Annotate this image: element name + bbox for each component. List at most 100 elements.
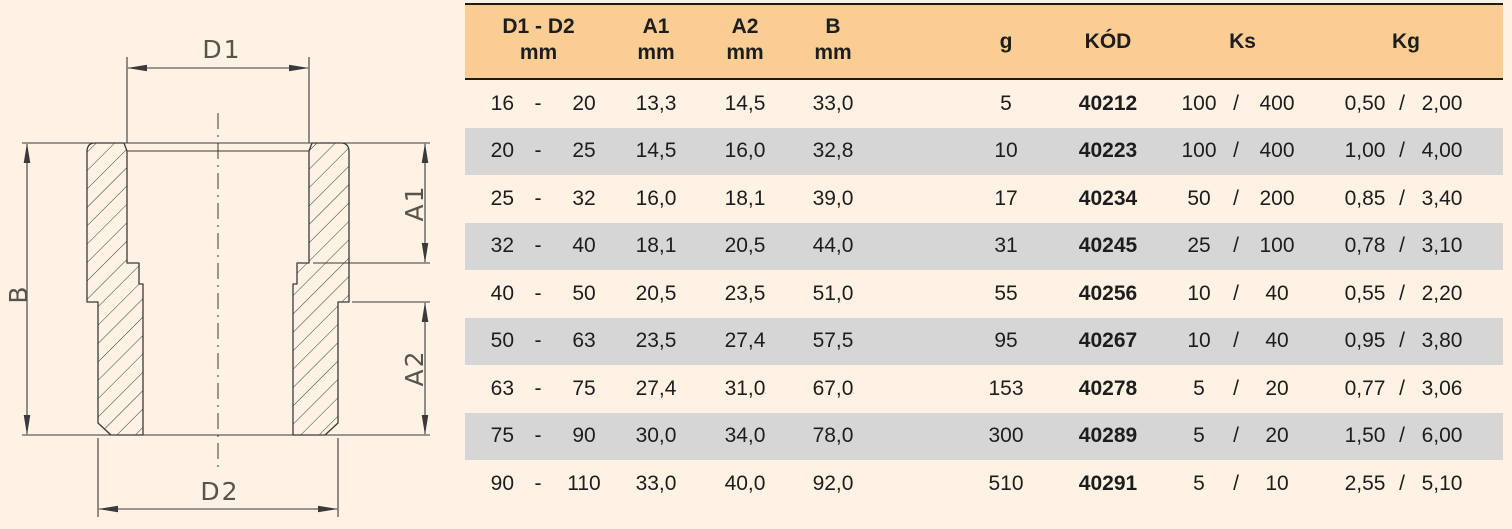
cell-ks-small-pack: 10 — [1187, 329, 1211, 353]
cell-a1: 30,0 — [635, 424, 677, 448]
col-header-a1-unit: mm — [637, 41, 675, 64]
cell-ks-slash: / — [1233, 471, 1239, 495]
cell-ks-small-pack: 5 — [1193, 471, 1205, 495]
cell-kg-small-pack: 2,55 — [1344, 471, 1386, 495]
cell-b: 57,5 — [812, 329, 854, 353]
cell-separator: - — [534, 424, 542, 448]
col-header-b-unit: mm — [814, 41, 852, 64]
col-header-ks: Ks — [1229, 29, 1256, 53]
cell-kg-large-pack: 3,40 — [1421, 186, 1463, 210]
cell-kg: 0,95 / 3,80 — [1336, 329, 1476, 353]
cell-kod: 40223 — [1078, 139, 1138, 163]
cell-d2: 110 — [567, 471, 601, 495]
cell-kg-large-pack: 3,80 — [1421, 329, 1463, 353]
cell-g: 17 — [994, 186, 1018, 210]
fitting-cross-section-svg: D1 D2 B A1 A2 — [4, 35, 430, 517]
cell-kg-small-pack: 0,95 — [1344, 329, 1386, 353]
cell-ks-small-pack: 100 — [1181, 91, 1217, 115]
cell-kg-large-pack: 2,20 — [1421, 281, 1463, 305]
cell-ks-slash: / — [1233, 281, 1239, 305]
table-row: 90 - 110 33,0 40,0 92,0 510 40291 5 / 10… — [465, 460, 1503, 508]
table-row: 75 - 90 30,0 34,0 78,0 300 40289 5 / 20 … — [465, 412, 1503, 460]
table-row: 63 - 75 27,4 31,0 67,0 153 40278 5 / 20 … — [465, 365, 1503, 413]
cell-a2: 23,5 — [724, 281, 766, 305]
dim-label-d2: D2 — [200, 477, 239, 506]
cell-kg-slash: / — [1399, 186, 1405, 210]
cell-ks-small-pack: 25 — [1187, 234, 1211, 258]
cell-a1: 20,5 — [635, 281, 677, 305]
col-header-b-label: B — [825, 15, 841, 38]
cell-ks-slash: / — [1233, 424, 1239, 448]
table-row: 20 - 25 14,5 16,0 32,8 10 40223 100 / 40… — [465, 127, 1503, 175]
cell-ks-large-pack: 40 — [1265, 329, 1289, 353]
cell-ks: 50 / 200 — [1144, 187, 1316, 211]
col-header-d1d2: D1 - D2 mm — [465, 5, 612, 78]
cell-kg-small-pack: 1,50 — [1344, 424, 1386, 448]
cell-kg: 0,78 / 3,10 — [1336, 234, 1476, 258]
cell-a1: 18,1 — [635, 234, 677, 258]
col-header-g: g — [999, 29, 1013, 53]
cell-ks: 10 / 40 — [1144, 282, 1316, 306]
cell-a1: 14,5 — [635, 139, 677, 163]
cell-d2: 63 — [572, 329, 596, 353]
cell-kg-small-pack: 0,77 — [1344, 376, 1386, 400]
cell-kod: 40234 — [1078, 186, 1138, 210]
table-row: 32 - 40 18,1 20,5 44,0 31 40245 25 / 100… — [465, 222, 1503, 270]
cell-kg-large-pack: 5,10 — [1421, 471, 1463, 495]
cell-d2: 40 — [572, 234, 596, 258]
cell-b: 39,0 — [812, 186, 854, 210]
cell-separator: - — [534, 139, 542, 163]
col-header-a1: A1 mm — [612, 5, 700, 78]
cell-a2: 27,4 — [724, 329, 766, 353]
cell-ks-small-pack: 5 — [1193, 424, 1205, 448]
cell-ks-large-pack: 100 — [1259, 234, 1295, 258]
cell-kg-large-pack: 2,00 — [1421, 91, 1463, 115]
cell-ks-large-pack: 10 — [1265, 471, 1289, 495]
cell-ks-small-pack: 50 — [1187, 186, 1211, 210]
cell-ks: 100 / 400 — [1144, 92, 1316, 116]
cell-a2: 18,1 — [724, 186, 766, 210]
cell-ks-slash: / — [1233, 234, 1239, 258]
cell-ks-slash: / — [1233, 329, 1239, 353]
cell-d2: 90 — [572, 424, 596, 448]
cell-kg-small-pack: 1,00 — [1344, 139, 1386, 163]
cell-ks: 5 / 20 — [1144, 424, 1316, 448]
cell-kg-large-pack: 3,06 — [1421, 376, 1463, 400]
fitting-right-wall — [292, 142, 350, 436]
dim-label-b: B — [4, 284, 33, 303]
cell-d2: 25 — [572, 139, 596, 163]
cell-d2: 20 — [572, 91, 596, 115]
cell-b: 92,0 — [812, 471, 854, 495]
cell-b: 67,0 — [812, 376, 854, 400]
fitting-left-wall — [86, 142, 144, 436]
cell-kod: 40245 — [1078, 234, 1138, 258]
cell-ks: 100 / 400 — [1144, 139, 1316, 163]
table-header-row: D1 - D2 mm A1 mm A2 mm B mm g KÓD Ks Kg — [465, 3, 1503, 80]
cell-kg-small-pack: 0,78 — [1344, 234, 1386, 258]
cell-kg: 1,50 / 6,00 — [1336, 424, 1476, 448]
cell-kod: 40212 — [1078, 91, 1138, 115]
cell-ks-large-pack: 200 — [1259, 186, 1295, 210]
cell-kg: 2,55 / 5,10 — [1336, 472, 1476, 496]
cell-g: 55 — [994, 281, 1018, 305]
dim-label-a1: A1 — [400, 184, 429, 221]
cell-kg-slash: / — [1399, 234, 1405, 258]
col-header-kg: Kg — [1392, 29, 1420, 53]
col-header-kod: KÓD — [1084, 29, 1132, 53]
cell-kg: 1,00 / 4,00 — [1336, 139, 1476, 163]
cell-a1: 33,0 — [635, 471, 677, 495]
cell-g: 510 — [988, 471, 1024, 495]
cell-d2: 75 — [572, 376, 596, 400]
col-header-a1-label: A1 — [642, 15, 670, 38]
cell-separator: - — [534, 91, 542, 115]
cell-separator: - — [534, 186, 542, 210]
cell-ks-large-pack: 400 — [1259, 91, 1295, 115]
cell-a2: 31,0 — [724, 376, 766, 400]
cell-b: 78,0 — [812, 424, 854, 448]
cell-kg-slash: / — [1399, 281, 1405, 305]
cell-ks-slash: / — [1233, 139, 1239, 163]
cell-ks: 5 / 20 — [1144, 377, 1316, 401]
dim-label-a2: A2 — [400, 349, 429, 386]
cell-d1: 75 — [490, 424, 514, 448]
